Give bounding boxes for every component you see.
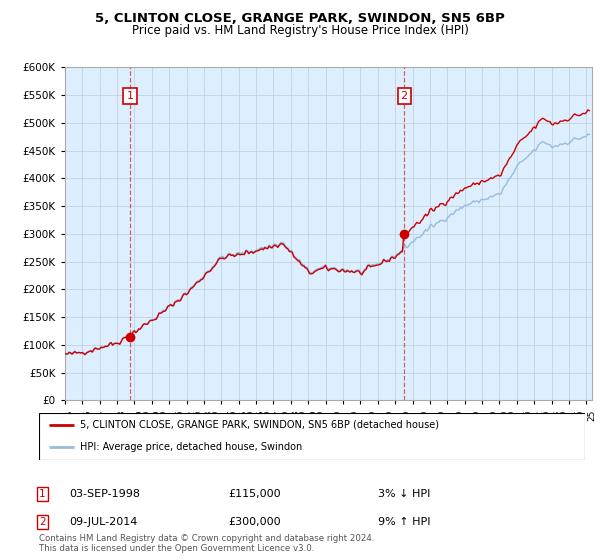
Text: 2: 2: [401, 91, 408, 101]
Text: £115,000: £115,000: [228, 489, 281, 499]
Text: 1: 1: [39, 489, 46, 499]
Text: £300,000: £300,000: [228, 517, 281, 527]
Text: Price paid vs. HM Land Registry's House Price Index (HPI): Price paid vs. HM Land Registry's House …: [131, 24, 469, 38]
Text: 5, CLINTON CLOSE, GRANGE PARK, SWINDON, SN5 6BP (detached house): 5, CLINTON CLOSE, GRANGE PARK, SWINDON, …: [80, 419, 439, 430]
Text: 2: 2: [39, 517, 46, 527]
Text: HPI: Average price, detached house, Swindon: HPI: Average price, detached house, Swin…: [80, 442, 302, 452]
Text: 5, CLINTON CLOSE, GRANGE PARK, SWINDON, SN5 6BP: 5, CLINTON CLOSE, GRANGE PARK, SWINDON, …: [95, 12, 505, 25]
Text: 1: 1: [127, 91, 133, 101]
Text: Contains HM Land Registry data © Crown copyright and database right 2024.
This d: Contains HM Land Registry data © Crown c…: [39, 534, 374, 553]
Text: 9% ↑ HPI: 9% ↑ HPI: [378, 517, 431, 527]
Text: 03-SEP-1998: 03-SEP-1998: [69, 489, 140, 499]
Text: 09-JUL-2014: 09-JUL-2014: [69, 517, 137, 527]
Text: 3% ↓ HPI: 3% ↓ HPI: [378, 489, 430, 499]
